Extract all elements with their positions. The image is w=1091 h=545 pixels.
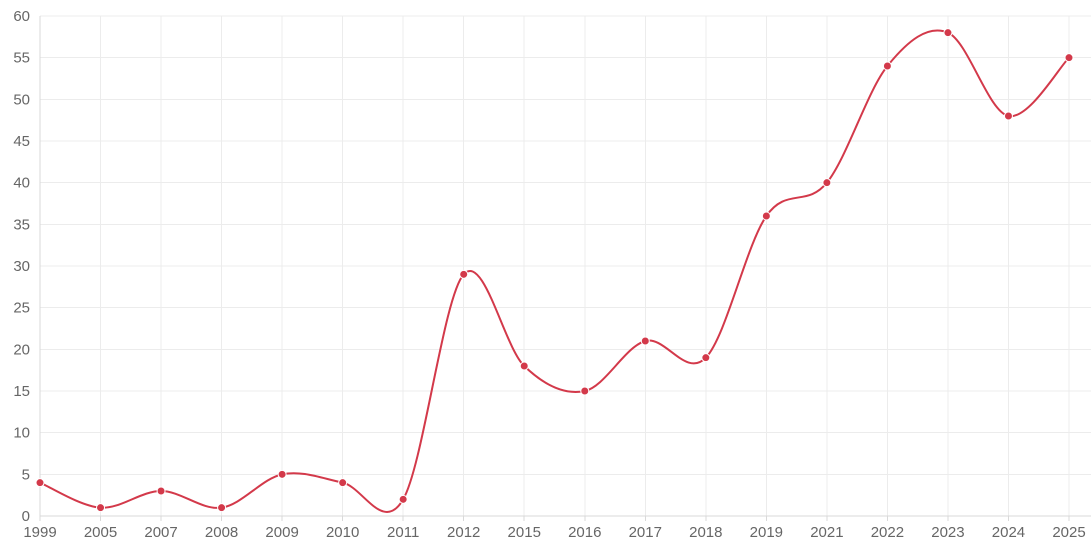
grid-layer [39, 15, 1091, 517]
data-point[interactable] [640, 336, 650, 346]
axis-layer [39, 16, 1091, 521]
y-tick-label: 10 [13, 425, 30, 442]
x-tick-label: 2005 [84, 524, 117, 541]
data-point[interactable] [459, 269, 469, 279]
x-tick-label: 2021 [810, 524, 843, 541]
y-tick-label: 35 [13, 216, 30, 233]
y-tick-label: 60 [13, 8, 30, 25]
y-tick-label: 0 [22, 508, 30, 525]
series-layer [39, 29, 1070, 513]
data-point[interactable] [217, 503, 227, 513]
data-point[interactable] [338, 478, 348, 488]
data-point[interactable] [761, 211, 771, 221]
y-tick-label: 55 [13, 50, 30, 67]
x-tick-label: 1999 [23, 524, 56, 541]
x-tick-label: 2022 [871, 524, 904, 541]
x-tick-label: 2009 [265, 524, 298, 541]
y-tick-label: 25 [13, 300, 30, 317]
data-point[interactable] [35, 478, 45, 488]
x-tick-label: 2012 [447, 524, 480, 541]
x-tick-label: 2008 [205, 524, 238, 541]
data-point[interactable] [519, 361, 529, 371]
data-point[interactable] [398, 494, 408, 504]
x-tick-label: 2011 [387, 524, 419, 541]
data-point[interactable] [277, 469, 287, 479]
data-point[interactable] [580, 386, 590, 396]
x-tick-label: 2019 [750, 524, 783, 541]
x-tick-label: 2007 [144, 524, 177, 541]
x-tick-label: 2010 [326, 524, 359, 541]
series-line [39, 29, 1070, 513]
data-point[interactable] [1003, 111, 1013, 121]
y-tick-label: 15 [13, 383, 30, 400]
y-tick-label: 30 [13, 258, 30, 275]
marker-layer [35, 28, 1074, 513]
x-tick-label: 2024 [992, 524, 1025, 541]
x-tick-label: 2023 [931, 524, 964, 541]
x-tick-label: 2015 [508, 524, 541, 541]
x-tick-label: 2018 [689, 524, 722, 541]
data-point[interactable] [701, 353, 711, 363]
data-point[interactable] [822, 178, 832, 188]
y-tick-label: 20 [13, 341, 30, 358]
x-tick-label: 2016 [568, 524, 601, 541]
x-tick-label: 2017 [629, 524, 662, 541]
data-point[interactable] [882, 61, 892, 71]
x-tick-label: 2025 [1052, 524, 1085, 541]
data-point[interactable] [96, 503, 106, 513]
data-point[interactable] [156, 486, 166, 496]
y-tick-label: 40 [13, 175, 30, 192]
y-tick-label: 5 [22, 466, 30, 483]
y-tick-label: 45 [13, 133, 30, 150]
data-point[interactable] [943, 28, 953, 38]
y-tick-label: 50 [13, 91, 30, 108]
data-point[interactable] [1064, 53, 1074, 63]
